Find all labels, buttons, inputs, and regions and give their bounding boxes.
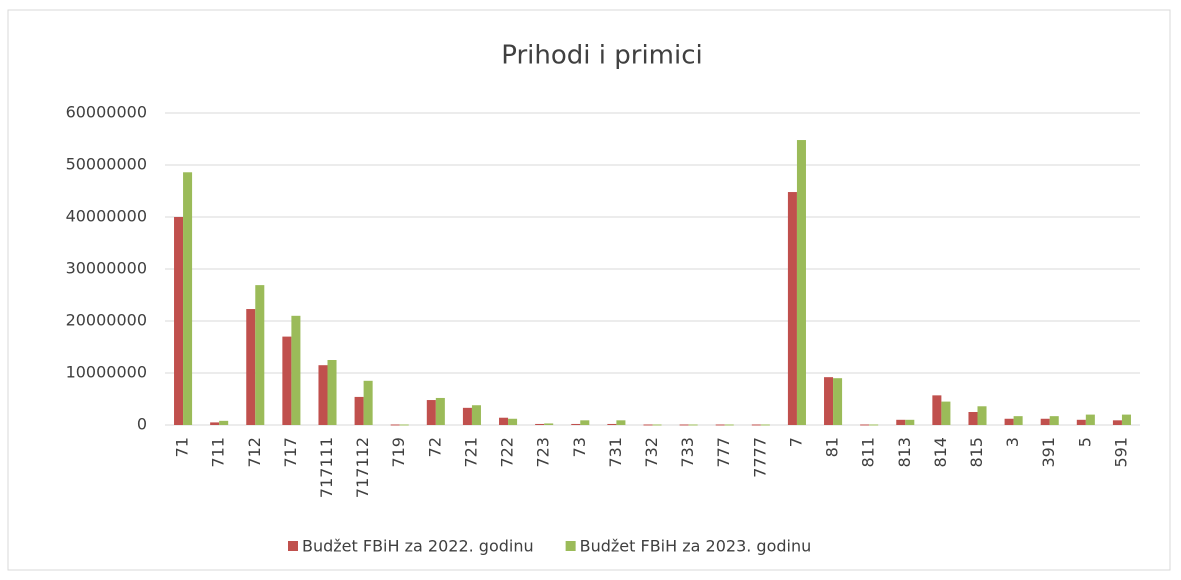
y-tick-label: 40000000 (66, 207, 147, 226)
bar (1112, 420, 1122, 425)
y-tick-label: 10000000 (66, 363, 147, 382)
bar (462, 407, 472, 425)
x-tick-label: 722 (498, 437, 517, 468)
bar (508, 418, 518, 425)
bar (796, 140, 806, 426)
bar (643, 424, 653, 426)
bar (616, 420, 626, 425)
y-tick-label: 0 (137, 415, 147, 434)
legend-swatch (565, 541, 576, 551)
bar (860, 424, 870, 426)
legend-swatch (288, 541, 298, 551)
bar (905, 419, 915, 425)
x-tick-label: 717111 (317, 437, 336, 498)
bar (354, 396, 364, 425)
x-tick-label: 712 (245, 437, 264, 468)
chart-frame (7, 9, 1171, 571)
x-tick-label: 811 (859, 437, 878, 468)
x-tick-label: 721 (461, 437, 480, 468)
bar (932, 395, 942, 425)
bar (869, 424, 879, 426)
x-tick-label: 7 (786, 437, 805, 447)
bar (544, 423, 554, 425)
bar (255, 285, 265, 425)
x-tick-label: 72 (425, 437, 444, 457)
x-tick-label: 717 (281, 437, 300, 468)
bar (1013, 416, 1023, 425)
chart-title: Prihodi i primici (501, 41, 703, 71)
bar (471, 405, 481, 425)
bar (1004, 418, 1014, 425)
bar (1040, 418, 1050, 425)
bar (760, 424, 770, 426)
x-tick-label: 814 (931, 437, 950, 468)
y-tick-label: 60000000 (66, 103, 147, 122)
bar (1076, 419, 1086, 425)
bar (499, 417, 509, 425)
bar (607, 423, 617, 425)
x-tick-label: 777 (714, 437, 733, 468)
bar (426, 400, 436, 425)
legend-label: Budžet FBiH za 2023. godinu (580, 537, 812, 556)
x-tick-label: 813 (895, 437, 914, 468)
bar (724, 424, 734, 426)
legend-label: Budžet FBiH za 2022. godinu (302, 537, 534, 556)
x-tick-label: 711 (209, 437, 228, 468)
bar (318, 365, 328, 425)
bar (688, 424, 698, 426)
bar (977, 406, 987, 425)
bar (246, 309, 256, 425)
bar (679, 424, 689, 426)
x-tick-label: 7777 (750, 437, 769, 478)
x-tick-label: 5 (1075, 437, 1094, 447)
bar (210, 422, 220, 425)
bar (399, 424, 409, 426)
x-tick-label: 81 (823, 437, 842, 457)
bar (787, 192, 797, 425)
y-tick-label: 20000000 (66, 311, 147, 330)
bar (219, 420, 229, 425)
bar (535, 423, 545, 425)
x-tick-label: 723 (534, 437, 553, 468)
bar (896, 419, 906, 425)
bar (282, 336, 292, 425)
x-tick-label: 391 (1039, 437, 1058, 468)
bar (571, 423, 581, 425)
bar (941, 401, 951, 425)
bar (174, 217, 184, 425)
bar (1085, 414, 1095, 425)
x-tick-label: 719 (389, 437, 408, 468)
bar (363, 380, 373, 425)
bar (833, 378, 843, 425)
bar (580, 420, 590, 425)
x-tick-label: 732 (642, 437, 661, 468)
x-tick-label: 3 (1003, 437, 1022, 447)
x-tick-label: 591 (1111, 437, 1130, 468)
bar (1049, 416, 1059, 425)
bar (291, 315, 301, 425)
bar (968, 412, 978, 425)
bar (183, 172, 193, 425)
bar (1121, 414, 1131, 425)
bar (751, 424, 761, 426)
y-tick-label: 50000000 (66, 155, 147, 174)
bar (715, 424, 725, 426)
x-tick-label: 717112 (353, 437, 372, 498)
x-tick-label: 73 (570, 437, 589, 457)
x-tick-label: 733 (678, 437, 697, 468)
bar (824, 377, 834, 425)
bar (652, 424, 662, 426)
x-tick-label: 71 (173, 437, 192, 457)
x-tick-label: 815 (967, 437, 986, 468)
bar (390, 424, 400, 426)
y-tick-label: 30000000 (66, 259, 147, 278)
x-tick-label: 731 (606, 437, 625, 468)
bar (327, 360, 337, 425)
bar (435, 397, 445, 425)
